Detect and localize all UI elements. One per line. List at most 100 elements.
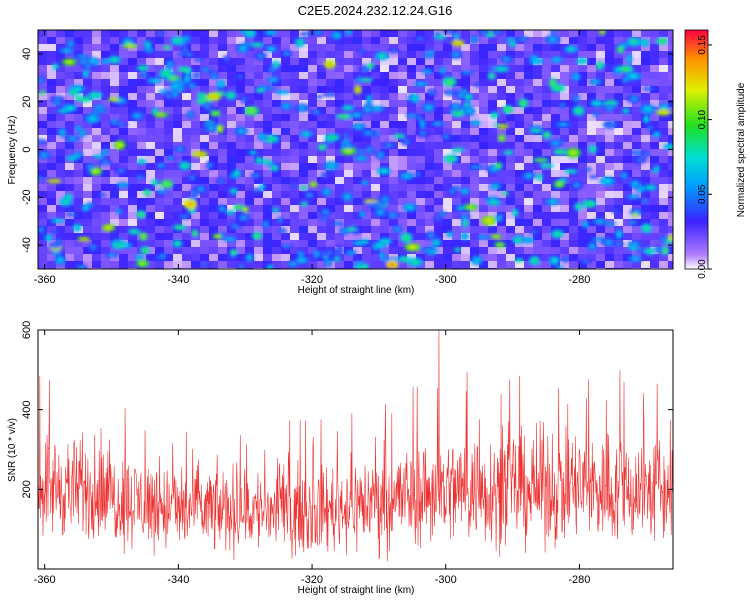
heatmap-cell xyxy=(389,65,399,73)
heatmap-cell xyxy=(542,247,552,255)
heatmap-cell xyxy=(227,44,237,52)
heatmap-cell xyxy=(227,261,237,269)
heatmap-cell xyxy=(272,114,282,122)
heatmap-cell xyxy=(659,156,669,164)
heatmap-cell xyxy=(173,72,183,80)
heatmap-blob-core xyxy=(567,47,575,51)
heatmap-cell xyxy=(254,72,264,80)
heatmap-cell xyxy=(668,219,673,227)
heatmap-cell xyxy=(641,100,651,108)
heatmap-cell xyxy=(380,65,390,73)
heatmap-cell xyxy=(443,100,453,108)
heatmap-cell xyxy=(398,177,408,185)
heatmap-cell xyxy=(470,128,480,136)
heatmap-cell xyxy=(47,72,57,80)
heatmap-cell xyxy=(551,177,561,185)
heatmap-cell xyxy=(389,79,399,87)
heatmap-cell xyxy=(470,184,480,192)
heatmap-cell xyxy=(605,191,615,199)
heatmap-cell xyxy=(632,261,642,269)
heatmap-cell xyxy=(254,247,264,255)
heatmap-blob-core xyxy=(334,33,340,38)
heatmap-cell xyxy=(317,219,327,227)
heatmap-blob-core xyxy=(359,149,363,155)
heatmap-blob-core xyxy=(584,222,588,226)
heatmap-cell xyxy=(425,72,435,80)
heatmap-cell xyxy=(137,191,147,199)
heatmap-cell xyxy=(173,44,183,52)
heatmap-cells xyxy=(38,30,673,269)
heatmap-cell xyxy=(443,177,453,185)
heatmap-blob-core xyxy=(197,186,204,192)
heatmap-cell xyxy=(569,233,579,241)
heatmap-blob-core xyxy=(490,201,498,204)
heatmap-cell xyxy=(299,93,309,101)
heatmap-cell xyxy=(632,51,642,59)
heatmap-blob-core xyxy=(344,148,352,153)
heatmap-cell xyxy=(182,156,192,164)
heatmap-blob-core xyxy=(435,217,441,221)
heatmap-cell xyxy=(272,261,282,269)
heatmap-cell xyxy=(659,65,669,73)
heatmap-cell xyxy=(182,58,192,66)
heatmap-cell xyxy=(479,121,489,129)
heatmap-cell xyxy=(110,100,120,108)
heatmap-cell xyxy=(362,142,372,150)
heatmap-cell xyxy=(569,219,579,227)
heatmap-cell xyxy=(245,198,255,206)
heatmap-cell xyxy=(488,128,498,136)
heatmap-cell xyxy=(623,261,633,269)
heatmap-cell xyxy=(344,72,354,80)
heatmap-cell xyxy=(308,37,318,45)
heatmap-cell xyxy=(488,149,498,157)
heatmap-cell xyxy=(56,163,66,171)
heatmap-cell xyxy=(434,79,444,87)
heatmap-blob-core xyxy=(607,222,613,225)
heatmap-cell xyxy=(542,149,552,157)
heatmap-cell xyxy=(515,65,525,73)
heatmap-cell xyxy=(218,51,228,59)
heatmap-cell xyxy=(569,30,579,38)
heatmap-cell xyxy=(488,170,498,178)
heatmap-blob-core xyxy=(108,254,115,257)
heatmap-cell xyxy=(668,44,673,52)
heatmap-cell xyxy=(236,240,246,248)
heatmap-blob-core xyxy=(60,130,65,135)
heatmap-cell xyxy=(245,72,255,80)
heatmap-blob-core xyxy=(417,116,422,120)
heatmap-blob-core xyxy=(490,74,494,78)
heatmap-cell xyxy=(290,86,300,94)
heatmap-cell xyxy=(524,163,534,171)
heatmap-cell xyxy=(335,72,345,80)
heatmap-cell xyxy=(578,44,588,52)
heatmap-cell xyxy=(74,114,84,122)
heatmap-cell xyxy=(146,100,156,108)
heatmap-cell xyxy=(200,128,210,136)
heatmap-cell xyxy=(407,198,417,206)
heatmap-cell xyxy=(362,212,372,220)
heatmap-cell xyxy=(146,65,156,73)
heatmap-cell xyxy=(353,58,363,66)
heatmap-cell xyxy=(164,254,174,262)
heatmap-cell xyxy=(146,163,156,171)
heatmap-cell xyxy=(74,240,84,248)
heatmap-cell xyxy=(380,44,390,52)
heatmap-cell xyxy=(344,58,354,66)
heatmap-cell xyxy=(38,212,48,220)
heatmap-cell xyxy=(47,65,57,73)
heatmap-cell xyxy=(551,184,561,192)
heatmap-blob-core xyxy=(187,202,194,207)
heatmap-blob-core xyxy=(503,192,507,195)
heatmap-blob-core xyxy=(660,110,667,114)
heatmap-cell xyxy=(308,226,318,234)
heatmap-blob-core xyxy=(76,126,80,130)
heatmap-cell xyxy=(263,212,273,220)
heatmap-cell xyxy=(38,233,48,241)
heatmap-cell xyxy=(353,198,363,206)
heatmap-blob-core xyxy=(323,173,326,178)
heatmap-cell xyxy=(533,44,543,52)
heatmap-cell xyxy=(92,149,102,157)
heatmap-cell xyxy=(65,163,75,171)
heatmap-blob-core xyxy=(576,204,581,209)
heatmap-cell xyxy=(605,170,615,178)
